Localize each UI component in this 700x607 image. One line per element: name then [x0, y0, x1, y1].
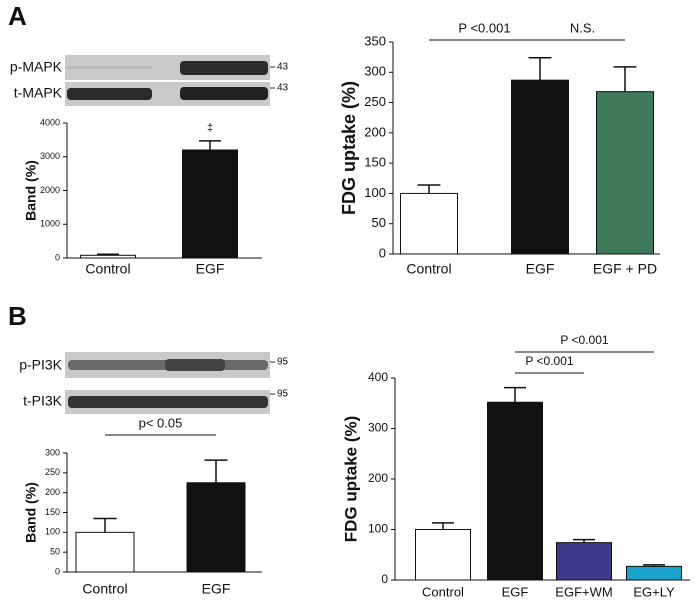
- x-tick-label: EGF + PD: [593, 261, 657, 277]
- y-tick-label: 150: [364, 155, 386, 170]
- x-tick-label: EGF: [196, 261, 225, 277]
- blot: [65, 352, 275, 414]
- x-tick-label: EGF+WM: [555, 584, 612, 599]
- x-tick-label: EGF: [202, 581, 231, 597]
- y-tick-label: 250: [364, 94, 386, 109]
- y-axis-label: FDG uptake (%): [339, 81, 359, 215]
- bar: [75, 531, 135, 573]
- x-tick-label: EG+LY: [633, 584, 675, 599]
- annotation: P <0.001: [525, 354, 573, 368]
- y-tick-label: 4000: [40, 117, 60, 127]
- y-tick-label: 250: [45, 467, 60, 477]
- y-axis-label: Band (%): [23, 482, 39, 543]
- x-tick-label: EGF: [526, 261, 555, 277]
- bar: [556, 542, 612, 581]
- y-tick-label: 300: [364, 64, 386, 79]
- bar: [487, 401, 543, 581]
- x-tick-label: Control: [82, 581, 127, 597]
- bar: [626, 565, 682, 581]
- y-tick-label: 50: [50, 547, 60, 557]
- bar: [511, 79, 569, 255]
- annotation: P <0.001: [458, 20, 510, 35]
- y-tick-label: 2000: [40, 185, 60, 195]
- y-tick-label: 100: [45, 527, 60, 537]
- bar: [596, 91, 654, 255]
- panel-label: A: [8, 1, 27, 31]
- blot-label: p-PI3K: [19, 357, 62, 373]
- y-axis-label: FDG uptake (%): [341, 416, 360, 543]
- y-tick-label: 3000: [40, 151, 60, 161]
- x-tick-label: Control: [406, 261, 451, 277]
- bar: [400, 192, 458, 255]
- bar: [186, 482, 246, 573]
- blot-label: t-MAPK: [14, 85, 63, 101]
- bar: [415, 529, 471, 581]
- blot-size: 43: [277, 83, 289, 94]
- blot-label: t-PI3K: [23, 393, 63, 409]
- blot-size: 95: [277, 357, 289, 368]
- y-tick-label: 0: [381, 572, 388, 586]
- blot-label: p-MAPK: [10, 59, 63, 75]
- y-tick-label: 300: [45, 447, 60, 457]
- panel-label: B: [8, 301, 27, 331]
- y-tick-label: 100: [364, 185, 386, 200]
- y-tick-label: 0: [55, 252, 60, 262]
- annotation: p< 0.05: [139, 415, 183, 430]
- y-tick-label: 0: [55, 566, 60, 576]
- bar: [182, 149, 238, 259]
- y-tick-label: 0: [379, 245, 386, 260]
- y-tick-label: 400: [368, 370, 388, 384]
- y-tick-label: 200: [364, 124, 386, 139]
- y-tick-label: 150: [45, 507, 60, 517]
- x-tick-label: Control: [85, 261, 130, 277]
- annotation: P <0.001: [560, 333, 608, 347]
- y-axis-label: Band (%): [23, 160, 39, 221]
- x-tick-label: EGF: [502, 584, 529, 599]
- y-tick-label: 200: [45, 487, 60, 497]
- y-tick-label: 200: [368, 471, 388, 485]
- y-tick-label: 100: [368, 522, 388, 536]
- bar: [80, 254, 136, 259]
- blot-size: 43: [277, 62, 289, 73]
- x-tick-label: Control: [422, 584, 464, 599]
- y-tick-label: 50: [372, 215, 386, 230]
- blot-size: 95: [277, 389, 289, 400]
- y-tick-label: 1000: [40, 219, 60, 229]
- y-tick-label: 350: [364, 33, 386, 48]
- y-tick-label: 300: [368, 421, 388, 435]
- annotation: N.S.: [570, 20, 595, 35]
- annotation: ‡: [207, 122, 213, 134]
- blot: [65, 55, 275, 106]
